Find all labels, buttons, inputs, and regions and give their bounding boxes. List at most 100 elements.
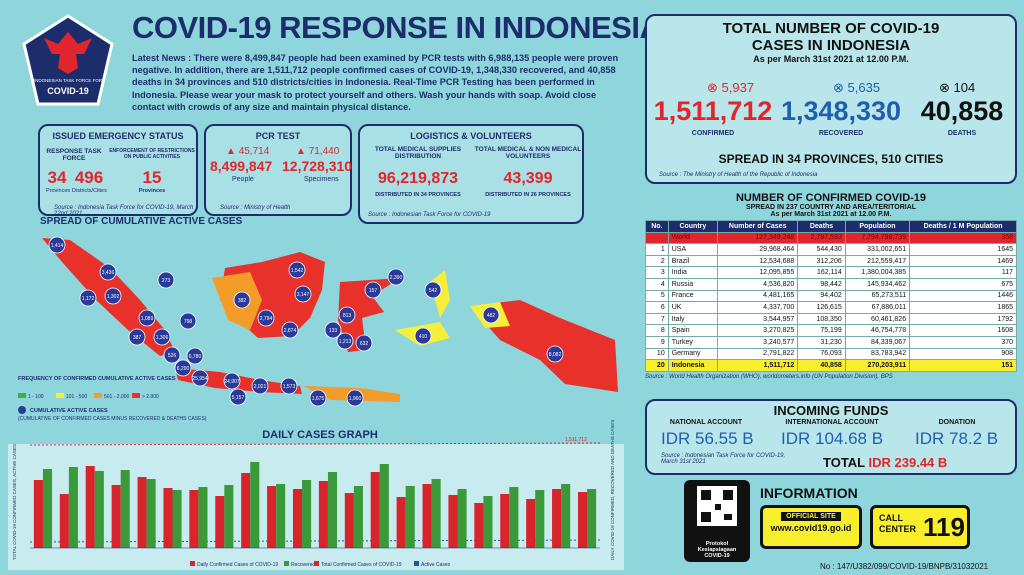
- bar: [120, 470, 130, 548]
- call: 119: [923, 512, 965, 542]
- table-cell: 370: [909, 335, 1017, 349]
- legend-label: Active Cases: [421, 562, 451, 568]
- label: Districts/Cities: [72, 188, 107, 194]
- table-header: Deaths: [797, 220, 846, 233]
- value: 8,499,847: [210, 158, 273, 174]
- label: Provinces: [138, 188, 166, 194]
- bubble-label: 3,436: [102, 270, 115, 276]
- label: Provinces: [46, 188, 71, 194]
- increase: ▲ 45,714: [226, 146, 270, 157]
- label: NATIONAL ACCOUNT: [669, 419, 743, 426]
- bubble-label: 2,794: [260, 316, 273, 322]
- bar: [509, 487, 519, 548]
- table-cell: 270,203,911: [844, 359, 911, 372]
- date: As per March 31st 2021 at 12.00 P.M.: [753, 54, 909, 64]
- bubble-label: 2,021: [254, 384, 267, 390]
- bar: [189, 490, 199, 548]
- bar: [577, 492, 588, 548]
- island: [338, 278, 400, 352]
- table-cell: 60,461,826: [844, 312, 911, 326]
- bubble-label: 526: [168, 353, 177, 359]
- value: IDR 78.2 B: [915, 429, 999, 448]
- bar: [483, 496, 493, 548]
- call-card[interactable]: CALL CENTER 119: [870, 505, 970, 549]
- site-label: OFFICIAL SITE: [781, 512, 841, 521]
- bubble-label: 24,907: [224, 379, 240, 385]
- bar: [250, 462, 260, 548]
- title: COVID-19 RESPONSE IN INDONESIA: [132, 10, 662, 45]
- note: DISTRIBUTED IN 26 PROVINCES: [485, 192, 571, 198]
- table-cell: 5: [645, 289, 669, 303]
- bar: [526, 499, 536, 548]
- table-cell: 127,349,248: [717, 231, 799, 245]
- bubble: [99, 263, 117, 281]
- table-cell: 4,536,820: [717, 277, 799, 291]
- label: DONATION: [938, 419, 976, 426]
- table-cell: 76,093: [797, 347, 846, 361]
- total-label: 1,511,712: [565, 437, 587, 443]
- site-card[interactable]: OFFICIAL SITE www.covid19.go.id: [760, 505, 862, 549]
- bar: [198, 487, 208, 548]
- bubble: [229, 388, 247, 406]
- bubble-label: 2,874: [284, 328, 297, 334]
- increase: ⊗ 104: [939, 80, 976, 95]
- table-header: Deaths / 1 M Population: [909, 220, 1017, 233]
- bubble: [153, 328, 171, 346]
- bar: [302, 480, 312, 548]
- bubble-label: 410: [419, 334, 428, 340]
- table-cell: 3,544,957: [717, 312, 799, 326]
- source: Source : Indonesia Task Force for COVID-…: [54, 205, 194, 217]
- bubble-label: 157: [369, 288, 378, 294]
- note: DISTRIBUTED IN 34 PROVINCES: [375, 192, 461, 198]
- table-cell: 3,240,577: [717, 335, 799, 349]
- value: 34: [47, 168, 67, 187]
- label: ENFORCEMENT OF RESTRICTIONS ON PUBLIC AC…: [109, 148, 195, 160]
- bubble: [48, 236, 66, 254]
- table-cell: 1865: [909, 301, 1017, 314]
- bubble-label: 1,302: [107, 294, 120, 300]
- value: 104: [953, 80, 976, 95]
- legend-label: Recovered: [291, 562, 315, 568]
- table-header: Number of Cases: [717, 220, 799, 233]
- bubble: [128, 328, 146, 346]
- table: No. Country Number of Cases Deaths Populatio…: [645, 220, 1017, 372]
- bar: [474, 503, 484, 548]
- bar: [396, 497, 406, 548]
- table-cell: 3: [645, 266, 669, 279]
- bar: [327, 472, 338, 548]
- pcr-box: PCR TEST ▲ 45,714 ▲ 71,440 8,499,847 12,…: [204, 124, 352, 216]
- label: DEATHS: [947, 130, 977, 137]
- y2-label: DAILY COVID-19 CONFIRMED, RECOVERED AND …: [610, 420, 615, 560]
- table-cell: Brazil: [667, 254, 719, 268]
- bubble: [79, 289, 97, 307]
- table-cell: 12,534,688: [717, 254, 799, 268]
- bubble: [338, 306, 356, 324]
- totals-box: TOTAL NUMBER OF COVID-19 CASES IN INDONE…: [645, 14, 1017, 184]
- bubble-label: 6,290: [177, 366, 190, 372]
- bubble: [223, 372, 241, 390]
- table-cell: 108,350: [797, 312, 846, 326]
- bubble-label: 1,960: [349, 396, 362, 402]
- increase: ⊗ 5,635: [833, 80, 881, 95]
- table-cell: 7: [645, 312, 669, 326]
- bar: [42, 469, 53, 548]
- table-cell: 1645: [909, 243, 1017, 256]
- bubble-label: 133: [329, 328, 338, 334]
- y-label: TOTAL COVID-19 CONFIRMED CASES, ACTIVE C…: [12, 444, 17, 560]
- bubble-label: 25,954: [192, 376, 208, 382]
- call-label: CALL CENTER: [879, 513, 917, 534]
- value: 45,714: [238, 146, 270, 157]
- box-title: PCR TEST: [255, 131, 301, 141]
- legend-swatch: [56, 393, 64, 398]
- value: 43,399: [503, 170, 553, 187]
- bar: [267, 486, 277, 548]
- legend-swatch: [414, 561, 419, 566]
- table-cell: USA: [667, 243, 719, 256]
- bubble: [414, 327, 432, 345]
- bar: [422, 484, 432, 548]
- table-cell: 83,783,942: [844, 347, 911, 361]
- value: 96,219,873: [377, 170, 459, 187]
- bar: [379, 464, 389, 548]
- box-title: ISSUED EMERGENCY STATUS: [52, 131, 184, 141]
- value: 5,635: [847, 80, 881, 95]
